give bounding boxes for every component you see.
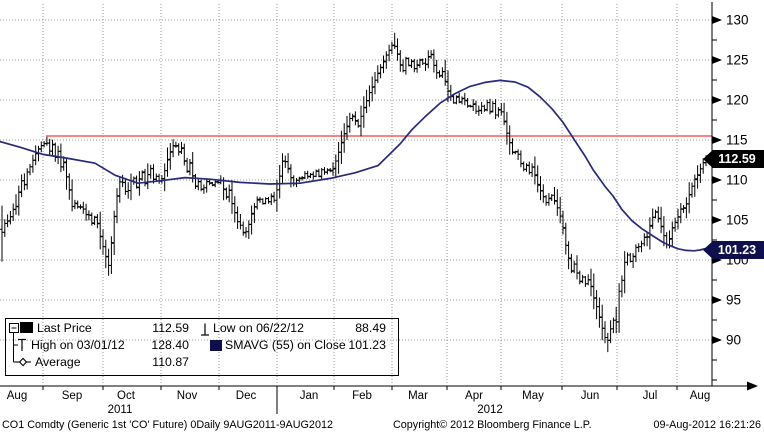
smavg-line <box>0 79 707 252</box>
month-label: Dec <box>236 390 257 402</box>
x-axis-arrow-icon <box>747 381 758 391</box>
security-description: CO1 Comdty (Generic 1st 'CO' Future) 0Da… <box>2 419 333 431</box>
last-price-axis-tag: 112.59 <box>703 150 764 168</box>
month-label: Aug <box>690 390 710 402</box>
legend-icons <box>9 322 222 367</box>
y-axis-label: 120 <box>726 93 749 108</box>
month-label: Oct <box>117 390 136 402</box>
year-label: 2011 <box>108 404 133 416</box>
legend-last-price-label: Last Price <box>37 321 92 335</box>
y-axis-label: 95 <box>726 293 741 308</box>
y-axis-label: 130 <box>726 13 749 28</box>
legend-last-price-value: 112.59 <box>152 321 189 335</box>
y-axis-label: 125 <box>726 53 749 68</box>
legend-smavg-value: 101.23 <box>348 338 386 352</box>
legend-average-value: 110.87 <box>152 355 189 369</box>
month-label: Nov <box>177 390 198 402</box>
last-price-swatch <box>20 322 33 333</box>
ohlc-price-bars <box>0 32 709 353</box>
y-tick-arrow-icon <box>712 176 722 184</box>
y-tick-arrow-icon <box>712 16 722 24</box>
timestamp: 09-Aug-2012 16:21:26 <box>653 419 761 431</box>
month-label: Jan <box>300 390 319 402</box>
y-tick-arrow-icon <box>712 136 722 144</box>
month-label: Feb <box>352 390 372 402</box>
month-label: Mar <box>408 390 428 402</box>
average-marker-icon <box>15 357 31 367</box>
low-marker-icon <box>201 323 209 336</box>
chart-legend: Last Price 112.59 High on 03/01/12 128.4… <box>5 318 399 376</box>
legend-low-label: Low on 06/22/12 <box>213 321 304 335</box>
y-tick-arrow-icon <box>712 336 722 344</box>
legend-expander-icon <box>9 323 19 333</box>
month-label: Jul <box>643 390 658 402</box>
smavg-axis-tag: 101.23 <box>703 241 764 259</box>
legend-high-label: High on 03/01/12 <box>31 338 125 352</box>
copyright-text: Copyright© 2012 Bloomberg Finance L.P. <box>393 419 592 431</box>
month-label: Apr <box>465 390 483 402</box>
y-tick-arrow-icon <box>712 216 722 224</box>
legend-collapse-button[interactable] <box>8 321 20 333</box>
y-tick-arrow-icon <box>712 296 722 304</box>
y-axis-label: 110 <box>726 173 748 188</box>
chart-footer: CO1 Comdty (Generic 1st 'CO' Future) 0Da… <box>0 419 764 432</box>
high-marker-icon <box>18 338 26 351</box>
legend-smavg-label: SMAVG (55) on Close <box>225 338 346 352</box>
month-label: Aug <box>7 390 27 402</box>
y-axis-label: 105 <box>726 213 749 228</box>
legend-low-value: 88.49 <box>355 321 386 335</box>
year-label: 2012 <box>477 404 503 416</box>
month-label: Sep <box>62 390 82 402</box>
month-label: Jun <box>581 390 600 402</box>
smavg-swatch <box>210 340 222 351</box>
y-tick-arrow-icon <box>712 96 722 104</box>
month-label: May <box>522 390 544 402</box>
y-axis-label: 115 <box>726 133 748 148</box>
y-axis-label: 90 <box>726 333 741 348</box>
y-tick-arrow-icon <box>712 56 722 64</box>
legend-high-value: 128.40 <box>151 338 189 352</box>
legend-average-label: Average <box>35 355 81 369</box>
